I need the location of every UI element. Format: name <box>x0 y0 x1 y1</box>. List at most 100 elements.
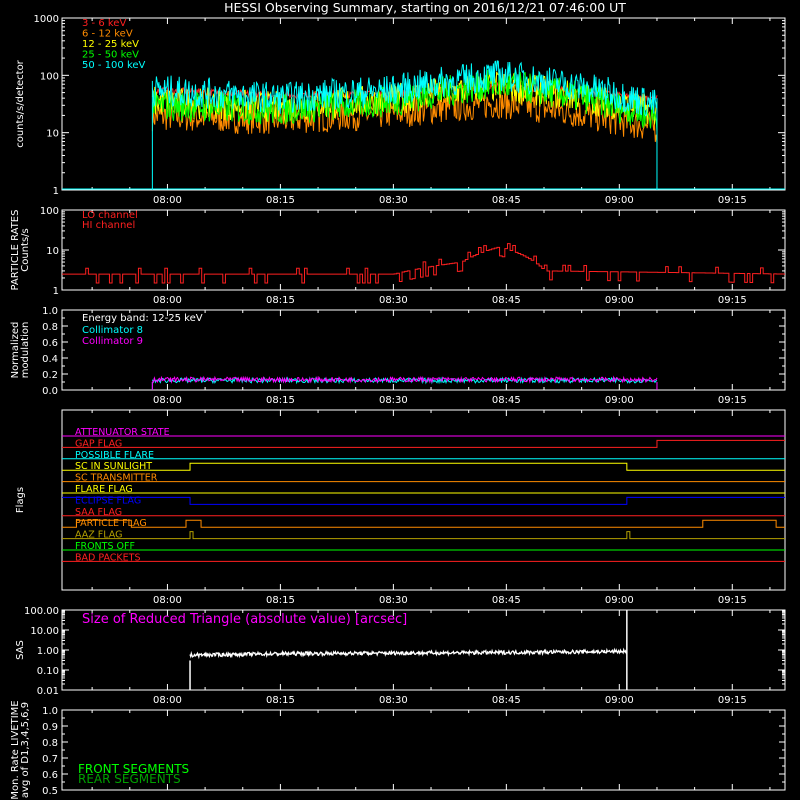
modulation-xtick-label: 09:00 <box>605 395 634 406</box>
sas-ytick-label: 1.00 <box>37 646 59 657</box>
flag-possible-flare-label: POSSIBLE FLARE <box>75 450 154 461</box>
sas-xtick-label: 08:30 <box>379 695 408 706</box>
livetime-ytick-label: 0.7 <box>42 754 58 765</box>
sas-annotation: Size of Reduced Triangle (absolute value… <box>82 612 407 627</box>
legend-rear-segments: REAR SEGMENTS <box>78 772 181 786</box>
livetime-ytick-label: 0.9 <box>42 722 58 733</box>
modulation-ytick-label: 0.8 <box>42 322 58 333</box>
count-rates-ytick-label: 100 <box>40 71 59 82</box>
sas-ylabel: SAS <box>15 640 26 660</box>
flags-frame <box>61 409 786 591</box>
count-rates-ytick-label: 10 <box>46 129 59 140</box>
sas-xtick-label: 08:00 <box>153 695 182 706</box>
modulation-ytick-label: 0.0 <box>42 386 58 397</box>
modulation-ytick-label: 1.0 <box>42 306 58 317</box>
series-25-50keV <box>151 69 658 132</box>
flag-eclipse-flag-label: ECLIPSE FLAG <box>75 495 141 506</box>
series-6-12keV <box>151 88 658 144</box>
particle-rates-xtick-label: 09:00 <box>605 295 634 306</box>
count-rates-ytick-label: 1 <box>53 186 59 197</box>
flag-sc-transmitter-label: SC TRANSMITTER <box>75 473 158 484</box>
flag-fronts-off-label: FRONTS OFF <box>75 541 135 552</box>
particle-rates-xtick-label: 08:00 <box>153 295 182 306</box>
flag-bad-packets-label: BAD PACKETS <box>75 552 141 563</box>
legend-hi-channel: HI channel <box>82 220 135 231</box>
flags-xtick-label: 09:15 <box>718 595 747 606</box>
flags-ylabel: Flags <box>15 487 26 513</box>
flag-flare-flag-label: FLARE FLAG <box>75 484 133 495</box>
series-reduced-triangle <box>189 647 628 660</box>
particle-rates-xtick-label: 09:15 <box>718 295 747 306</box>
sas-xtick-label: 09:00 <box>605 695 634 706</box>
sas-xtick-label: 08:15 <box>266 695 295 706</box>
flag-eclipse-flag-trace <box>62 496 785 505</box>
flags-xtick-label: 09:00 <box>605 595 634 606</box>
particle-rates-xtick-label: 08:30 <box>379 295 408 306</box>
modulation-ytick-label: 0.2 <box>42 370 58 381</box>
legend-6-12keV: 6 - 12 keV <box>82 29 133 40</box>
count-rates-xtick-label: 08:15 <box>266 195 295 206</box>
count-rates-xtick-label: 08:30 <box>379 195 408 206</box>
legend-50-100keV: 50 - 100 keV <box>82 60 146 71</box>
modulation-xtick-label: 09:15 <box>718 395 747 406</box>
flags-xtick-label: 08:30 <box>379 595 408 606</box>
count-rates-ylabel: counts/s/detector <box>15 59 26 147</box>
particle-rates-ylabel: Counts/s <box>20 228 31 272</box>
livetime-ytick-label: 1.0 <box>42 706 58 717</box>
figure-title: HESSI Observing Summary, starting on 201… <box>224 0 626 15</box>
livetime-ytick-label: 0.8 <box>42 738 58 749</box>
sas-ytick-label: 100.00 <box>24 606 59 617</box>
legend-lo-channel: LO channel <box>82 210 138 221</box>
legend-collimator-9: Collimator 9 <box>82 336 143 347</box>
modulation-xtick-label: 08:45 <box>492 395 521 406</box>
flag-saa-flag-label: SAA FLAG <box>75 507 122 518</box>
flags-xtick-label: 08:45 <box>492 595 521 606</box>
livetime-ylabel: Mon. Rate LIVETIME <box>10 700 21 799</box>
flag-attenuator-state-label: ATTENUATOR STATE <box>75 427 170 438</box>
particle-rates-ylabel: PARTICLE RATES <box>10 210 21 291</box>
flags-xtick-label: 08:00 <box>153 595 182 606</box>
legend-collimator-8: Collimator 8 <box>82 325 143 336</box>
modulation-ytick-label: 0.6 <box>42 338 58 349</box>
count-rates-xtick-label: 08:45 <box>492 195 521 206</box>
flag-aaz-flag-label: AAZ FLAG <box>75 530 122 541</box>
flag-gap-flag-label: GAP FLAG <box>75 438 122 449</box>
livetime-ytick-label: 0.5 <box>42 786 58 797</box>
flag-sc-in-sunlight-trace <box>62 462 785 471</box>
modulation-xtick-label: 08:00 <box>153 395 182 406</box>
flags-xtick-label: 08:15 <box>266 595 295 606</box>
count-rates-ytick-label: 1000 <box>34 14 59 25</box>
count-rates-xtick-label: 09:00 <box>605 195 634 206</box>
count-rates-xtick-label: 09:15 <box>718 195 747 206</box>
flag-aaz-flag-trace <box>62 531 785 540</box>
livetime-ylabel: avg of D1,3,4,5,6,9 <box>20 702 31 798</box>
sas-ytick-label: 10.00 <box>30 626 59 637</box>
series-collimator-9 <box>152 375 658 384</box>
count-rates-xtick-label: 08:00 <box>153 195 182 206</box>
sas-xtick-label: 09:15 <box>718 695 747 706</box>
legend-3-6keV: 3 - 6 keV <box>82 18 126 29</box>
flag-particle-flag-trace <box>62 519 785 528</box>
particle-rates-ytick-label: 1 <box>53 286 59 297</box>
series-50-100keV <box>151 60 658 117</box>
sas-ytick-label: 0.10 <box>37 666 59 677</box>
particle-rates-xtick-label: 08:45 <box>492 295 521 306</box>
flag-gap-flag-trace <box>62 439 785 448</box>
flag-sc-in-sunlight-label: SC IN SUNLIGHT <box>75 461 152 472</box>
series-lo-channel <box>62 243 785 284</box>
modulation-ytick-label: 0.4 <box>42 354 58 365</box>
modulation-ylabel: modulation <box>20 322 31 379</box>
sas-xtick-label: 08:45 <box>492 695 521 706</box>
particle-rates-xtick-label: 08:15 <box>266 295 295 306</box>
flag-particle-flag-label: PARTICLE FLAG <box>75 518 147 529</box>
livetime-ytick-label: 0.6 <box>42 770 58 781</box>
sas-ytick-label: 0.01 <box>37 686 59 697</box>
modulation-ylabel: Normalized <box>10 322 21 379</box>
legend-25-50keV: 25 - 50 keV <box>82 50 139 61</box>
count-rates-frame <box>61 17 786 191</box>
particle-rates-ytick-label: 10 <box>46 246 59 257</box>
legend-12-25keV: 12 - 25 keV <box>82 39 139 50</box>
particle-rates-ytick-label: 100 <box>40 206 59 217</box>
modulation-xtick-label: 08:30 <box>379 395 408 406</box>
